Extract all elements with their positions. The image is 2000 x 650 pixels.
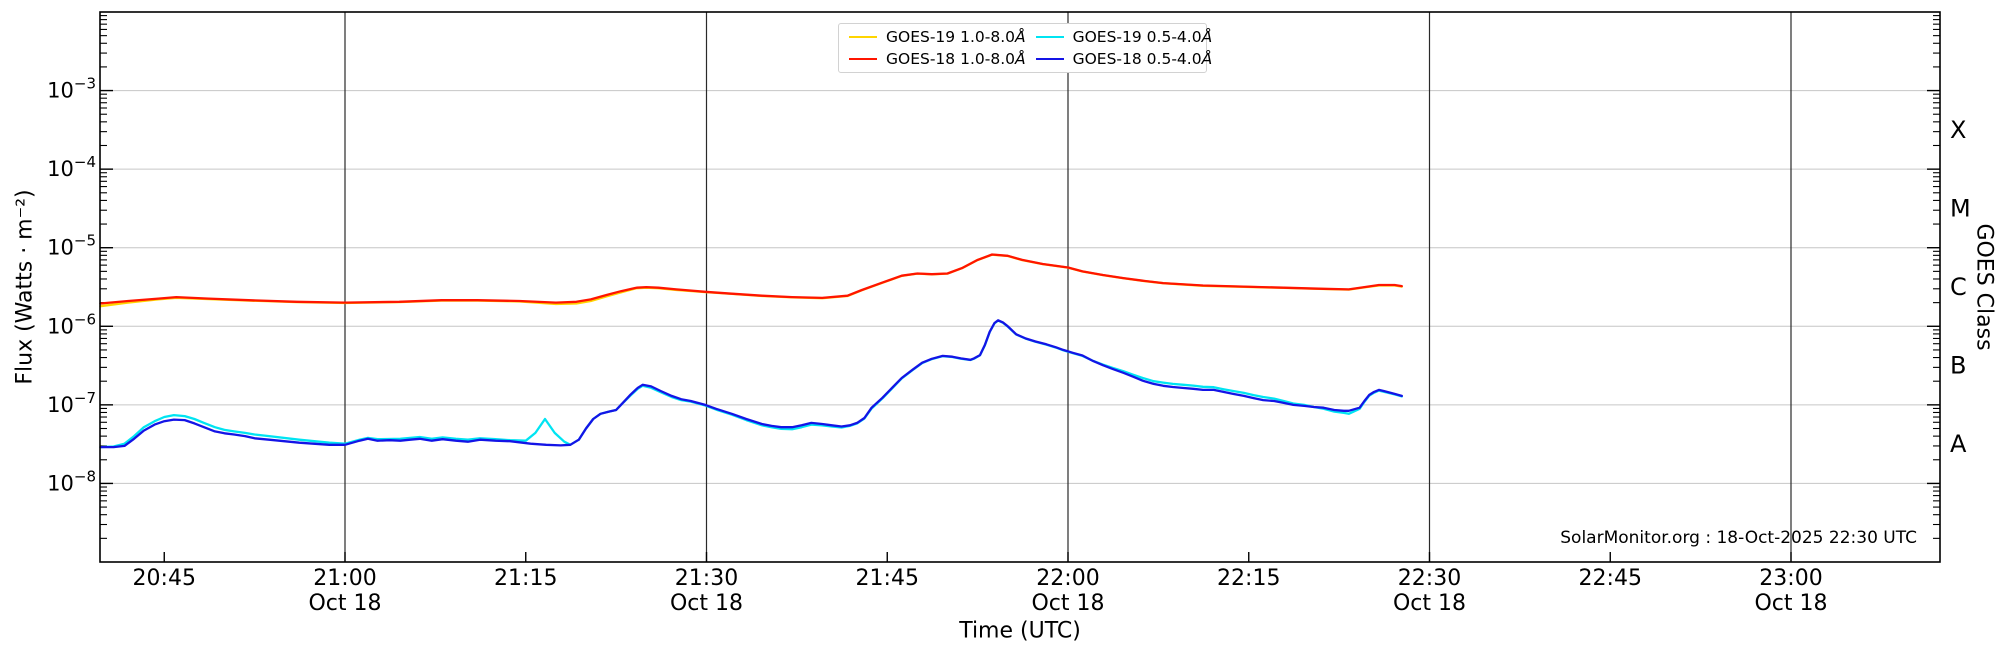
x-tick-label-20:45: 20:45 [133, 566, 196, 591]
legend-box: GOES-19 1.0-8.0Å GOES-18 1.0-8.0Å GOES-19 … [838, 23, 1212, 73]
y-axis-label-goes-class: GOES Class [1971, 223, 1997, 351]
x-tick-date-21:00: Oct 18 [308, 591, 381, 616]
legend-item-4: GOES-18 0.5-4.0Å [1026, 50, 1213, 68]
x-tick-date-22:00: Oct 18 [1031, 591, 1104, 616]
legend-swatch [849, 36, 877, 38]
watermark-text: SolarMonitor.org : 18-Oct-2025 22:30 UTC [1560, 528, 1917, 548]
series-goes-18-1-0-8-0a [99, 253, 1403, 305]
x-tick-label-22:15: 22:15 [1217, 566, 1280, 591]
x-axis-label: Time (UTC) [959, 618, 1081, 644]
goes-class-label-B: B [1950, 352, 1966, 380]
x-tick-label-22:00: 22:00 [1036, 566, 1099, 591]
legend-swatch [849, 58, 877, 60]
angstrom-symbol: Å [1201, 50, 1213, 68]
goes-class-label-M: M [1950, 194, 1971, 222]
legend-label: GOES-18 0.5-4.0Å [1072, 50, 1213, 68]
legend-label: GOES-18 1.0-8.0Å [886, 50, 1026, 68]
legend-swatch [1035, 58, 1064, 60]
angstrom-symbol: Å [1014, 50, 1026, 68]
goes-class-label-X: X [1950, 116, 1966, 144]
x-tick-label-21:30: 21:30 [675, 566, 738, 591]
legend-item-3: GOES-19 0.5-4.0Å [1026, 28, 1213, 46]
series-goes-19-0-5-4-0a [99, 319, 1403, 449]
legend-label: GOES-19 1.0-8.0Å [886, 28, 1026, 46]
x-tick-label-21:45: 21:45 [856, 566, 919, 591]
angstrom-symbol: Å [1201, 28, 1213, 46]
x-tick-date-23:00: Oct 18 [1754, 591, 1827, 616]
x-tick-date-21:30: Oct 18 [670, 591, 743, 616]
legend-label: GOES-19 0.5-4.0Å [1072, 28, 1213, 46]
x-tick-date-22:30: Oct 18 [1393, 591, 1466, 616]
y-tick-label-1e-8: 10−8 [47, 467, 96, 495]
goes-class-label-C: C [1950, 273, 1967, 301]
y-tick-label-1e-3: 10−3 [47, 75, 96, 103]
y-axis-label-flux: Flux (Watts · m⁻²) [12, 189, 38, 385]
x-tick-label-23:00: 23:00 [1759, 566, 1822, 591]
angstrom-symbol: Å [1014, 28, 1026, 46]
legend-swatch [1035, 36, 1064, 38]
y-tick-label-1e-5: 10−5 [47, 232, 96, 260]
y-tick-label-1e-7: 10−7 [47, 389, 96, 417]
x-tick-label-21:15: 21:15 [494, 566, 557, 591]
x-tick-label-22:30: 22:30 [1398, 566, 1461, 591]
legend-item-1: GOES-19 1.0-8.0Å [839, 28, 1026, 46]
goes-class-label-A: A [1950, 430, 1967, 458]
legend-item-2: GOES-18 1.0-8.0Å [839, 50, 1026, 68]
plot-frame [99, 11, 1941, 563]
y-tick-label-1e-4: 10−4 [47, 153, 96, 181]
x-tick-label-21:00: 21:00 [313, 566, 376, 591]
x-tick-label-22:45: 22:45 [1579, 566, 1642, 591]
y-tick-label-1e-6: 10−6 [47, 310, 96, 338]
series-goes-18-0-5-4-0a [99, 319, 1403, 449]
series-goes-19-1-0-8-0a [99, 253, 1403, 308]
